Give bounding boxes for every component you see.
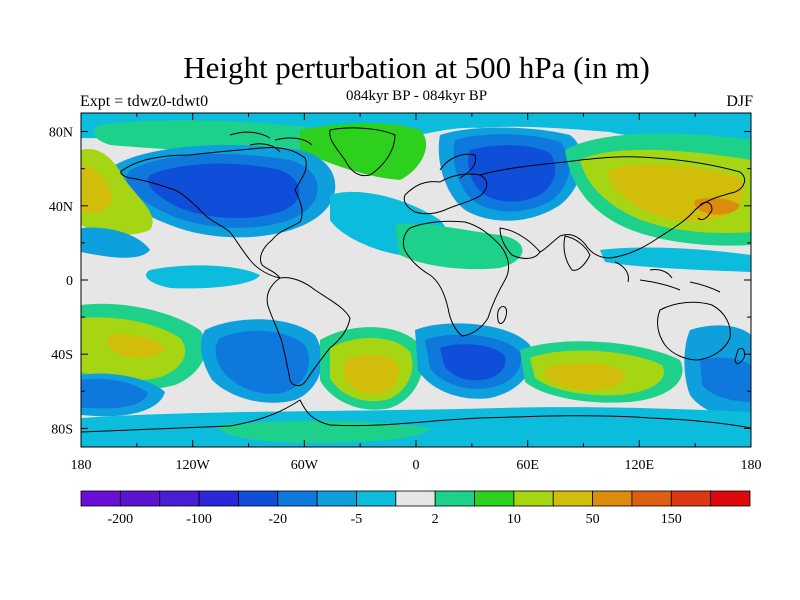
colorbar-swatch xyxy=(552,490,593,507)
contour-region xyxy=(440,344,506,381)
contour-region xyxy=(146,265,260,289)
colorbar-swatch xyxy=(238,490,279,507)
map-subtitle: 084kyr BP - 084kyr BP xyxy=(345,88,488,104)
contour-region xyxy=(215,330,309,394)
contour-region xyxy=(107,334,165,358)
colorbar-swatch xyxy=(395,490,436,507)
colorbar-swatch xyxy=(316,490,357,507)
experiment-label: Expt = tdwz0-tdwt0 xyxy=(80,93,209,110)
colorbar-swatch xyxy=(119,490,161,507)
coastline-japan xyxy=(697,201,713,221)
colorbar-swatch xyxy=(592,490,633,507)
season-label: DJF xyxy=(726,93,753,110)
map-title: Height perturbation at 500 hPa (in m) xyxy=(183,50,650,85)
coastline-australia xyxy=(657,301,731,361)
coastline-madagascar xyxy=(497,305,507,324)
contour-region xyxy=(344,354,399,395)
lat-tick-label: 80N xyxy=(49,126,73,141)
colorbar-swatch xyxy=(80,490,121,507)
colorbar-swatch xyxy=(277,490,318,507)
contour-region xyxy=(395,223,523,270)
colorbar-swatch xyxy=(710,490,751,507)
contour-region xyxy=(81,165,112,213)
coastline-scandinavia xyxy=(439,153,477,179)
contour-fill xyxy=(81,113,751,447)
lon-tick-label: 120W xyxy=(176,458,211,473)
longitude-axis: 180 120W 60W 0 60E 120E 180 xyxy=(71,113,762,473)
colorbar-swatch xyxy=(631,490,672,507)
colorbar-swatch xyxy=(434,490,475,507)
coastline-indonesia xyxy=(614,261,721,293)
map-panel xyxy=(80,112,752,448)
colorbar-swatch xyxy=(513,490,554,507)
colorbar-swatch xyxy=(198,490,239,507)
contour-region xyxy=(81,149,153,235)
coastline-new-zealand xyxy=(734,347,745,365)
coastline-india xyxy=(563,235,591,271)
colorbar-label: -20 xyxy=(268,512,287,527)
contour-region xyxy=(81,227,150,258)
colorbar: -200 -100 -20 -5 2 10 50 150 xyxy=(80,490,751,527)
colorbar-label: -5 xyxy=(351,512,363,527)
contour-region xyxy=(219,420,430,443)
lon-tick-label: 120E xyxy=(625,458,655,473)
coastline-africa xyxy=(402,220,510,337)
coastline-europe xyxy=(403,173,488,215)
coastlines xyxy=(81,127,751,433)
lat-tick-label: 80S xyxy=(51,422,73,437)
colorbar-label: 2 xyxy=(432,512,439,527)
coastline-north-america xyxy=(120,147,307,279)
coastline-antarctica xyxy=(81,399,751,433)
lon-tick-label: 180 xyxy=(71,458,92,473)
coastline-arabia xyxy=(499,227,541,259)
contour-region xyxy=(468,145,556,202)
contour-region xyxy=(700,357,751,402)
lon-tick-label: 0 xyxy=(413,458,420,473)
lon-tick-label: 60E xyxy=(516,458,539,473)
coastline-south-america xyxy=(266,277,351,387)
contour-region xyxy=(148,163,300,219)
lat-tick-label: 0 xyxy=(66,274,73,289)
colorbar-swatch xyxy=(356,490,397,507)
colorbar-swatch xyxy=(159,490,200,507)
lon-tick-label: 60W xyxy=(291,458,319,473)
contour-region xyxy=(600,247,751,272)
colorbar-swatch xyxy=(474,490,515,507)
colorbar-label: 10 xyxy=(507,512,521,527)
coastline-greenland xyxy=(329,127,396,177)
colorbar-label: -200 xyxy=(108,512,134,527)
latitude-axis: 80N 40N 0 40S 80S xyxy=(49,126,751,437)
coastline-asia xyxy=(479,156,746,259)
lat-tick-label: 40N xyxy=(49,200,73,215)
colorbar-label: 50 xyxy=(586,512,600,527)
colorbar-label: -100 xyxy=(186,512,212,527)
colorbar-label: 150 xyxy=(661,512,682,527)
colorbar-swatch xyxy=(670,490,712,507)
lat-tick-label: 40S xyxy=(51,348,73,363)
contour-region xyxy=(81,113,751,140)
contour-region xyxy=(81,378,148,409)
lon-tick-label: 180 xyxy=(741,458,762,473)
contour-region xyxy=(545,363,626,390)
coastline-arctic-islands xyxy=(229,131,313,153)
